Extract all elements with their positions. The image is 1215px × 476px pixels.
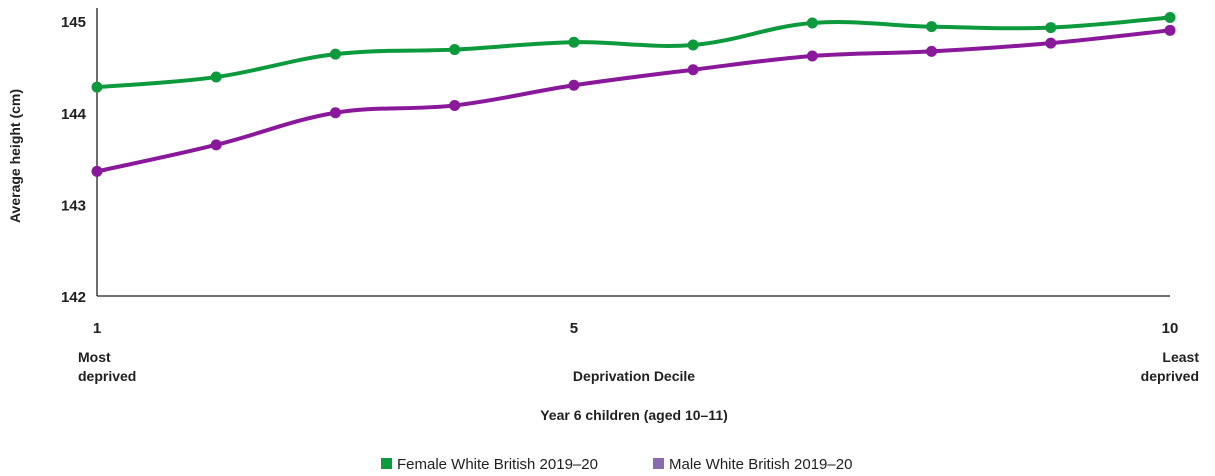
legend-swatch [653,458,664,469]
data-point-male [210,139,222,151]
data-point-female [568,36,580,48]
x-tick-label: 10 [1162,320,1179,337]
data-point-male [1045,37,1057,49]
x-ticks: 1 Most deprived 5 10 Least deprived [78,320,1199,384]
data-point-female [1045,22,1057,34]
x-tick-sublabel: deprived [78,368,136,384]
x-tick-label: 1 [93,320,101,337]
data-point-male [449,99,461,111]
axes [96,8,1170,297]
data-point-male [1164,24,1176,36]
data-point-male [806,50,818,62]
y-tick-label: 144 [61,106,87,123]
data-point-male [91,165,103,177]
legend-label: Male White British 2019–20 [669,456,852,473]
data-point-male [329,107,341,119]
x-tick-sublabel: Most [78,349,111,365]
legend-swatch [381,458,392,469]
y-axis-label: Average height (cm) [7,89,23,223]
x-axis-label: Deprivation Decile [573,368,695,384]
y-tick-label: 143 [61,197,86,214]
data-point-male [687,64,699,76]
x-tick-sublabel: deprived [1141,368,1199,384]
x-axis-subtitle: Year 6 children (aged 10–11) [540,407,728,423]
data-point-female [449,44,461,56]
series-line-female [95,15,1172,90]
x-tick-sublabel: Least [1162,349,1199,365]
x-tick-label: 5 [570,320,578,337]
data-point-female [1164,11,1176,23]
data-point-female [687,39,699,51]
series-line-male [95,28,1172,174]
y-ticks: 142 143 144 145 [61,14,87,306]
data-point-male [568,79,580,91]
data-point-female [91,81,103,93]
data-point-female [926,21,938,33]
series-layer [91,11,1176,177]
legend-label: Female White British 2019–20 [397,456,598,473]
y-tick-label: 145 [61,14,86,31]
data-point-female [806,17,818,29]
data-point-female [329,48,341,60]
data-point-male [926,45,938,57]
data-point-female [210,71,222,83]
legend: Female White British 2019–20 Male White B… [381,456,852,473]
y-tick-label: 142 [61,289,86,306]
